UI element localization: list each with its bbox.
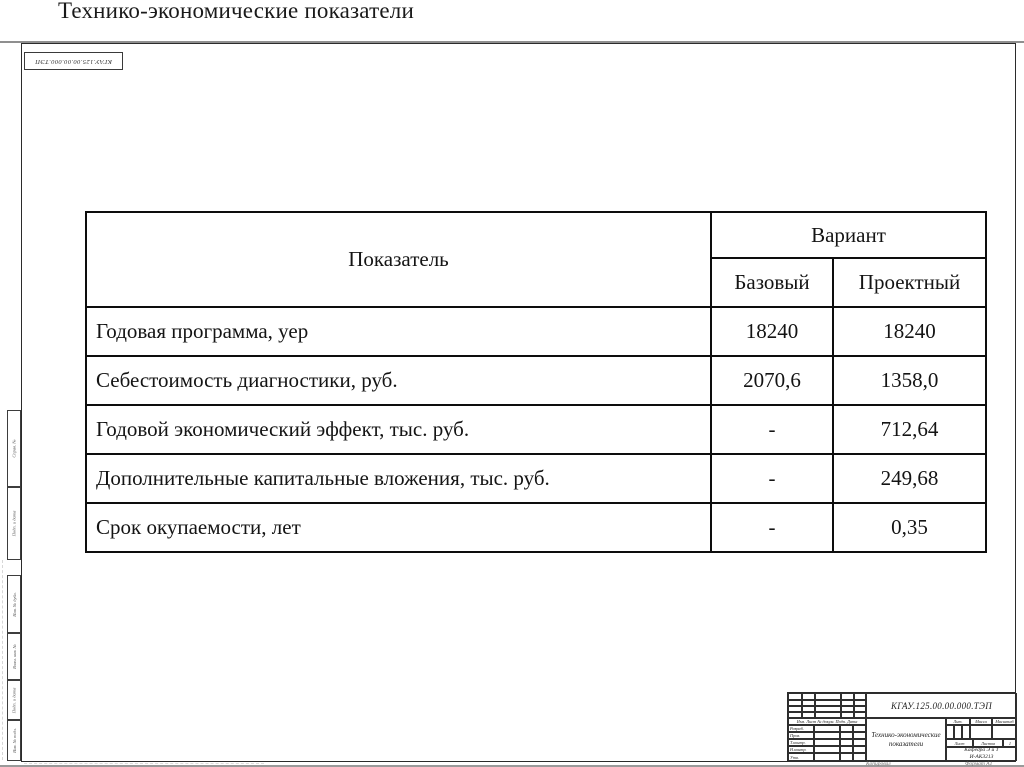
stamp-date-cell	[853, 739, 866, 746]
image-top-edge	[0, 41, 1024, 43]
stamp-name-cell	[814, 753, 840, 761]
stamp-name-cell	[814, 732, 840, 739]
row-base-value: -	[710, 502, 834, 553]
indicators-table: Показатель Вариант Базовый Проектный Год…	[85, 211, 987, 553]
left-margin-watermark	[2, 560, 4, 760]
stamp-doc-name-line1: Технико-экономические	[871, 730, 941, 739]
image-bottom-edge	[0, 765, 1024, 767]
stamp-row-developed: Разраб.	[788, 725, 814, 732]
stamp-grid-line	[788, 711, 866, 713]
corner-designation-text: КГАУ.125.00.00.000.ТЭП	[34, 57, 113, 65]
stamp-mass-header: Масса	[970, 718, 992, 725]
margin-column: Взам. инв. №	[7, 633, 21, 680]
stamp-sign-cell	[840, 739, 853, 746]
stamp-lit-cell	[946, 725, 954, 739]
stamp-sign-cell	[840, 725, 853, 732]
stamp-doc-name-line2: показатели	[888, 739, 924, 748]
stamp-date-cell	[853, 753, 866, 761]
stamp-scale-cell	[992, 725, 1017, 739]
row-project-value: 0,35	[832, 502, 987, 553]
margin-column: Инв. № подл.	[7, 720, 21, 761]
table-row: Дополнительные капитальные вложения, тыс…	[85, 453, 987, 504]
stamp-grid-line	[840, 693, 842, 718]
row-project-value: 712,64	[832, 404, 987, 455]
stamp-row-checked: Пров.	[788, 732, 814, 739]
stamp-date-cell	[853, 725, 866, 732]
stamp-sign-cell	[840, 753, 853, 761]
margin-column-label: Подп. и дата	[11, 687, 17, 713]
stamp-grid-line	[853, 693, 855, 718]
stamp-change-header: Изм. Лист № докум. Подп. Дата	[788, 718, 866, 725]
stamp-row-tcontrol: Т.контр.	[788, 739, 814, 746]
stamp-lit-cell	[954, 725, 962, 739]
row-label: Годовая программа, уер	[85, 306, 712, 357]
table-row: Годовой экономический эффект, тыс. руб. …	[85, 404, 987, 455]
stamp-date-cell	[853, 746, 866, 753]
stamp-sheets-value: 1	[1003, 739, 1017, 747]
stamp-mass-cell	[970, 725, 992, 739]
table-row: Годовая программа, уер 18240 18240	[85, 306, 987, 357]
table-row: Себестоимость диагностики, руб. 2070,6 1…	[85, 355, 987, 406]
row-label: Себестоимость диагностики, руб.	[85, 355, 712, 406]
stamp-organization: Кафедра Э и Т И-АК3213	[946, 747, 1017, 761]
margin-column: Инв. № дубл.	[7, 575, 21, 633]
stamp-grid-line	[788, 699, 866, 701]
row-project-value: 249,68	[832, 453, 987, 504]
stamp-name-cell	[814, 739, 840, 746]
margin-column-label: Справ. №	[11, 439, 17, 458]
stamp-row-approved: Утв.	[788, 753, 814, 761]
stamp-name-cell	[814, 746, 840, 753]
format-note: Формат А1	[965, 761, 993, 767]
row-label: Годовой экономический эффект, тыс. руб.	[85, 404, 712, 455]
copied-by-note: Копировал	[866, 761, 891, 767]
margin-column-label: Инв. № подл.	[11, 728, 17, 753]
stamp-grid-line	[801, 693, 803, 718]
stamp-doc-name: Технико-экономические показатели	[866, 718, 946, 761]
stamp-sign-cell	[840, 746, 853, 753]
table-row: Срок окупаемости, лет - 0,35	[85, 502, 987, 553]
row-project-value: 18240	[832, 306, 987, 357]
title-block: Изм. Лист № докум. Подп. Дата Разраб. Пр…	[787, 692, 1017, 761]
stamp-date-cell	[853, 732, 866, 739]
margin-column-label: Подп. и дата	[11, 510, 17, 537]
stamp-sign-cell	[840, 732, 853, 739]
stamp-grid-line	[814, 693, 816, 718]
stamp-row-ncontrol: Н.контр.	[788, 746, 814, 753]
table-header-base: Базовый	[710, 257, 834, 308]
stamp-name-cell	[814, 725, 840, 732]
row-label: Срок окупаемости, лет	[85, 502, 712, 553]
page-title: Технико-экономические показатели	[58, 0, 414, 23]
stamp-grid-line	[788, 705, 866, 707]
stamp-scale-header: Масштаб	[992, 718, 1017, 725]
drawing-frame	[21, 43, 1016, 762]
stamp-lit-cell	[962, 725, 970, 739]
table-header-variant: Вариант	[710, 211, 987, 259]
stamp-lit-header: Лит.	[946, 718, 970, 725]
margin-column: Подп. и дата	[7, 680, 21, 720]
row-label: Дополнительные капитальные вложения, тыс…	[85, 453, 712, 504]
margin-column-label: Инв. № дубл.	[11, 591, 17, 617]
margin-column-label: Взам. инв. №	[11, 644, 17, 669]
bottom-margin-watermark	[24, 763, 264, 765]
row-base-value: 18240	[710, 306, 834, 357]
stamp-sheets-label: Листов	[973, 739, 1003, 747]
row-base-value: -	[710, 404, 834, 455]
row-base-value: 2070,6	[710, 355, 834, 406]
row-project-value: 1358,0	[832, 355, 987, 406]
table-header-indicator: Показатель	[85, 211, 712, 308]
stamp-org-line2: И-АК3213	[969, 754, 994, 760]
table-header-project: Проектный	[832, 257, 987, 308]
corner-designation-box: КГАУ.125.00.00.000.ТЭП	[24, 52, 123, 70]
stamp-org-line1: Кафедра Э и Т	[964, 747, 999, 753]
stamp-sheet-label: Лист	[946, 739, 973, 747]
margin-column: Подп. и дата	[7, 487, 21, 560]
margin-column: Справ. №	[7, 410, 21, 487]
row-base-value: -	[710, 453, 834, 504]
stamp-designation: КГАУ.125.00.00.000.ТЭП	[866, 693, 1017, 718]
